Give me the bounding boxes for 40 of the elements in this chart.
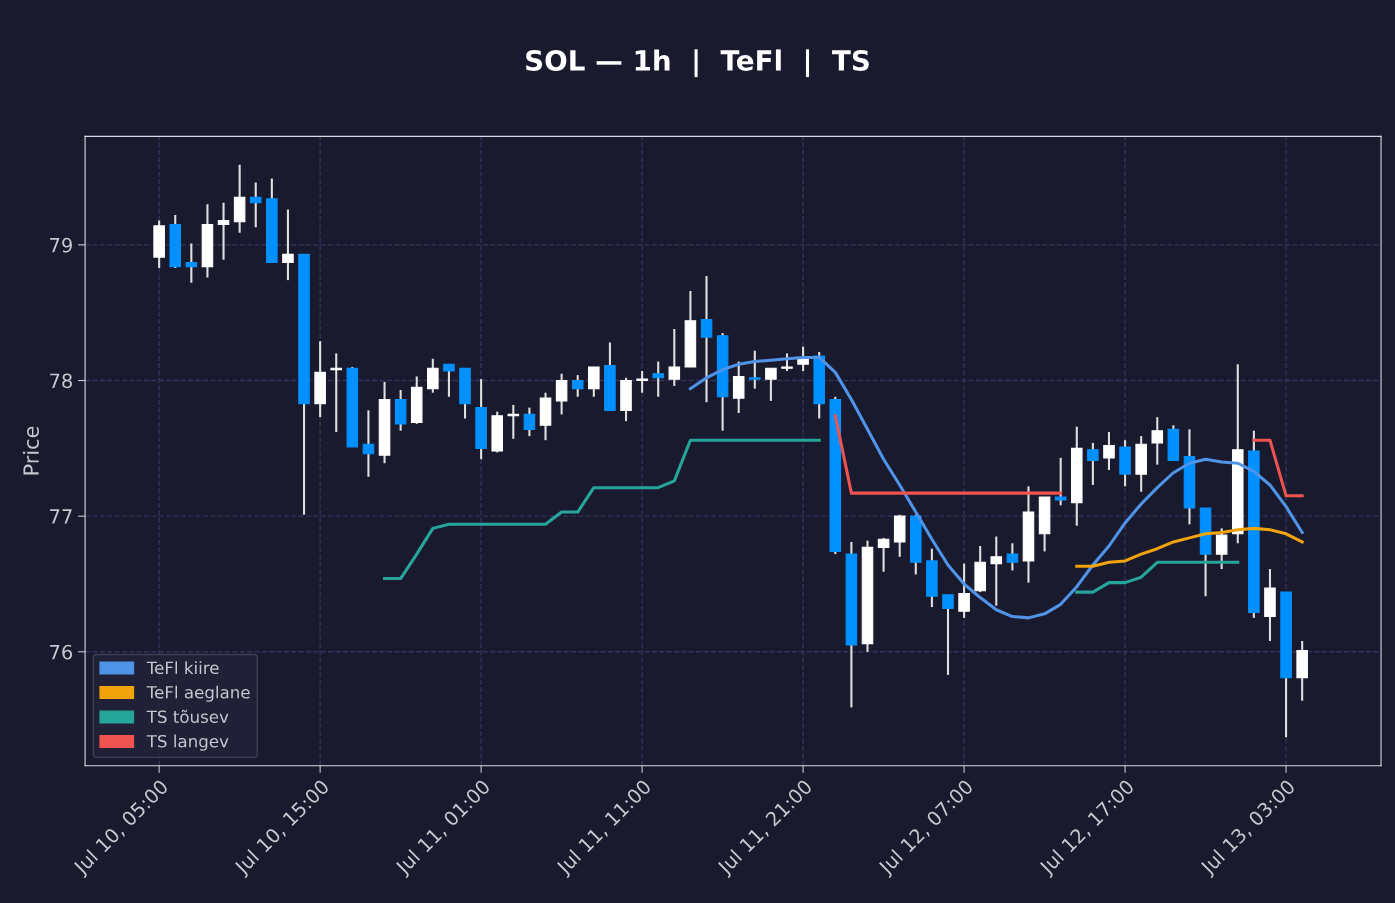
candlestick: [942, 593, 954, 676]
candlestick: [571, 374, 584, 398]
candlestick: [1103, 431, 1115, 472]
candlestick: [217, 201, 230, 261]
candlestick: [1215, 527, 1228, 571]
legend-label: TS langev: [146, 734, 229, 751]
y-tick-label: 79: [50, 237, 72, 253]
line-series: [688, 355, 1304, 620]
candlestick: [555, 372, 568, 416]
candlestick: [427, 357, 439, 394]
candlestick: [732, 360, 745, 415]
candlestick: [700, 275, 713, 404]
candlestick: [1006, 542, 1019, 572]
candlestick: [588, 365, 600, 398]
candlestick: [1054, 456, 1067, 507]
candlestick: [652, 360, 665, 398]
line-series: [1075, 526, 1304, 568]
y-tick-label: 78: [50, 373, 72, 389]
candlestick: [749, 349, 761, 390]
legend-label: TeFl aeglane: [146, 685, 250, 702]
y-axis-title: Price: [22, 426, 39, 475]
candlestick: [249, 181, 262, 229]
chart-title: SOL — 1h | TeFl | TS: [526, 49, 869, 78]
candlestick: [362, 409, 375, 478]
candlestick: [523, 406, 536, 438]
candlestick: [1151, 416, 1164, 466]
candlestick: [668, 327, 681, 387]
candlestick: [797, 345, 809, 373]
candlestick: [185, 242, 198, 284]
candlestick: [958, 562, 970, 619]
legend-label: TeFl kiire: [146, 661, 219, 675]
candlestick: [990, 535, 1003, 607]
y-tick-label: 77: [50, 509, 72, 524]
candlestick: [877, 536, 890, 573]
y-tick-label: 76: [50, 644, 73, 660]
candlestick: [443, 363, 455, 398]
candlestick: [765, 367, 777, 402]
candlestick: [1087, 441, 1099, 486]
candlestick: [282, 208, 294, 282]
legend-label: TS tõusev: [146, 709, 229, 724]
